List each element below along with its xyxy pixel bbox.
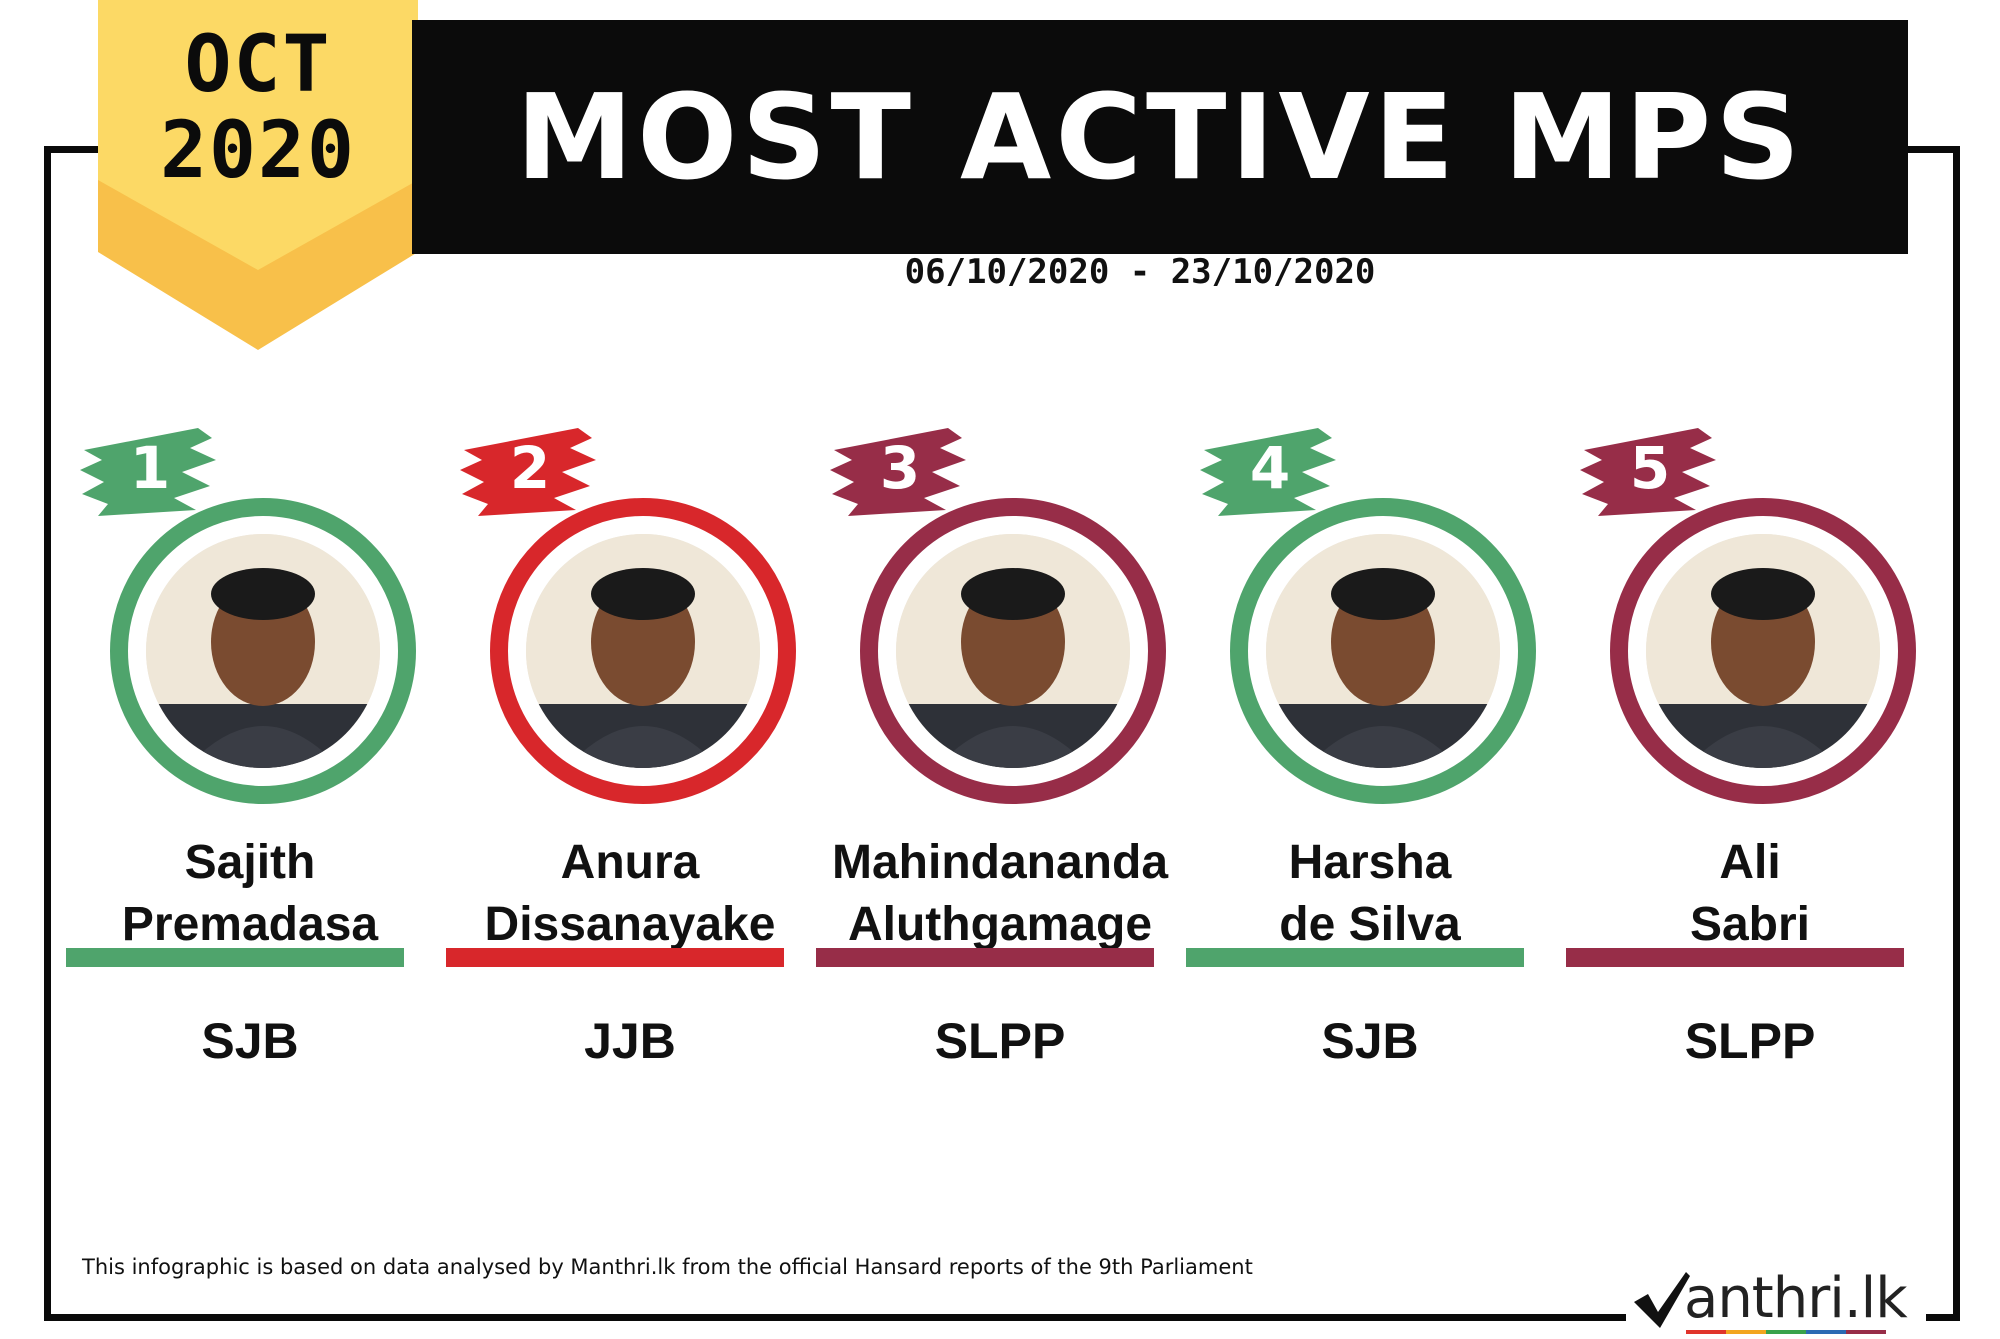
date-ribbon bbox=[98, 0, 418, 350]
mp-last-name: Dissanayake bbox=[484, 898, 776, 951]
mp-card: 2 Anura Dissanayake JJB bbox=[446, 420, 820, 1080]
logo-underline-red bbox=[1686, 1330, 1726, 1334]
rank-number: 5 bbox=[1629, 434, 1671, 502]
rank-badge bbox=[830, 428, 966, 516]
mp-last-name: Premadasa bbox=[121, 898, 379, 951]
party-color-bar bbox=[816, 948, 1154, 967]
title-banner: MOST ACTIVE MPS bbox=[412, 20, 1908, 254]
page-title: MOST ACTIVE MPS bbox=[515, 68, 1805, 206]
logo-text: anthri.lk bbox=[1684, 1266, 1908, 1331]
rank-number: 2 bbox=[509, 434, 551, 502]
manthri-logo: anthri.lk bbox=[1626, 1266, 1926, 1334]
logo-underline-orange bbox=[1726, 1330, 1766, 1334]
portrait-photo bbox=[1646, 534, 1880, 768]
ribbon-year: 2020 bbox=[160, 106, 356, 196]
rank-badge bbox=[460, 428, 596, 516]
mp-card: 3 Mahindananda Aluthgamage SLPP bbox=[816, 420, 1190, 1080]
mp-first-name: Ali bbox=[1719, 836, 1781, 889]
rank-badge bbox=[1580, 428, 1716, 516]
logo-underline-green bbox=[1766, 1330, 1806, 1334]
rank-badge bbox=[1200, 428, 1336, 516]
mp-last-name: Aluthgamage bbox=[847, 898, 1153, 951]
party-color-bar bbox=[1566, 948, 1904, 967]
mp-last-name: de Silva bbox=[1279, 898, 1461, 951]
rank-badge bbox=[80, 428, 216, 516]
logo-underline-blue bbox=[1806, 1330, 1846, 1334]
party-color-bar bbox=[446, 948, 784, 967]
ribbon-month: OCT bbox=[184, 20, 332, 110]
portrait-photo bbox=[146, 534, 380, 768]
logo-underline-maroon bbox=[1846, 1330, 1886, 1334]
mp-first-name: Sajith bbox=[184, 836, 316, 889]
rank-number: 4 bbox=[1249, 434, 1291, 502]
party-color-bar bbox=[66, 948, 404, 967]
mp-card: 4 Harsha de Silva SJB bbox=[1186, 420, 1560, 1080]
date-ribbon-text: OCT 2020 bbox=[98, 22, 418, 194]
portrait-photo bbox=[896, 534, 1130, 768]
footnote: This infographic is based on data analys… bbox=[82, 1255, 1253, 1279]
mp-party: SJB bbox=[1321, 1013, 1419, 1069]
mp-party: JJB bbox=[584, 1013, 676, 1069]
date-range: 06/10/2020 - 23/10/2020 bbox=[904, 252, 1376, 292]
portrait-photo bbox=[1266, 534, 1500, 768]
mp-party: SLPP bbox=[934, 1013, 1066, 1069]
mp-card: 5 Ali Sabri SLPP bbox=[1566, 420, 1940, 1080]
mp-last-name: Sabri bbox=[1689, 898, 1811, 951]
party-color-bar bbox=[1186, 948, 1524, 967]
mp-first-name: Anura bbox=[560, 836, 700, 889]
mp-card: 1 Sajith Premadasa SJB bbox=[66, 420, 440, 1080]
rank-number: 1 bbox=[129, 434, 171, 502]
mp-party: SLPP bbox=[1684, 1013, 1816, 1069]
mp-first-name: Harsha bbox=[1288, 836, 1452, 889]
mp-party: SJB bbox=[201, 1013, 299, 1069]
mp-first-name: Mahindananda bbox=[831, 836, 1169, 889]
rank-number: 3 bbox=[879, 434, 921, 502]
checkmark-m-icon bbox=[1634, 1272, 1690, 1328]
portrait-photo bbox=[526, 534, 760, 768]
